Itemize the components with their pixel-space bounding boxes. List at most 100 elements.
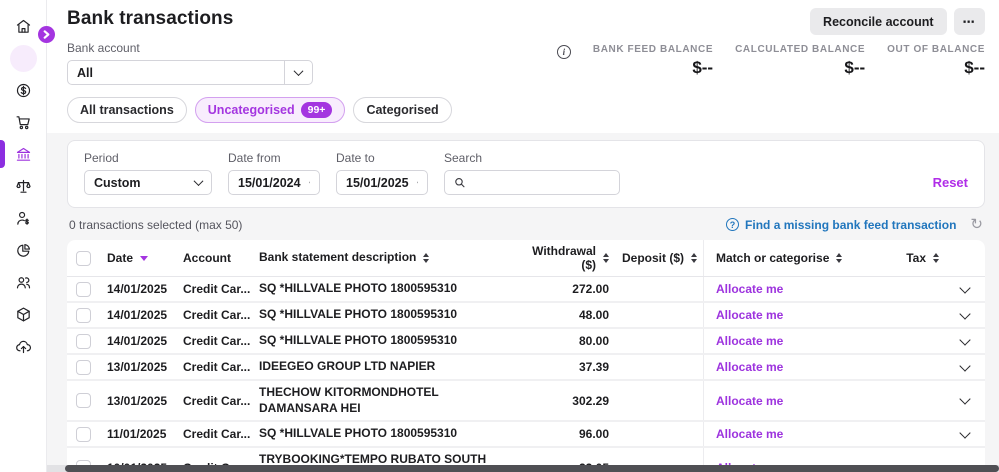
select-all-checkbox[interactable]: [76, 250, 91, 266]
bank-account-value: All: [77, 65, 93, 80]
row-checkbox[interactable]: [76, 393, 91, 409]
row-expand-chevron-icon[interactable]: [959, 359, 971, 372]
allocate-me-link[interactable]: Allocate me: [716, 282, 784, 296]
period-select[interactable]: Custom: [84, 170, 212, 195]
sort-desc-icon[interactable]: [140, 255, 149, 261]
tab-label: Categorised: [366, 103, 439, 117]
sidebar-item-pie-chart[interactable]: [0, 234, 47, 266]
row-tax: [883, 311, 945, 319]
sidebar-item-people[interactable]: [0, 266, 47, 298]
row-checkbox[interactable]: [76, 359, 91, 375]
reset-link[interactable]: Reset: [932, 175, 968, 190]
table-row: 13/01/2025 Credit Car... IDEEGEO GROUP LTD…: [67, 355, 985, 381]
row-checkbox[interactable]: [76, 426, 91, 442]
date-from-label: Date from: [228, 151, 281, 165]
sidebar-item-scales[interactable]: [0, 170, 47, 202]
plus-circle-halo: [9, 44, 37, 72]
bank-halo: [10, 141, 37, 168]
refresh-icon[interactable]: ↻: [970, 216, 983, 233]
sidebar-item-cube[interactable]: [0, 298, 47, 330]
person-dollar-halo: [10, 205, 37, 232]
person-dollar-icon: [16, 211, 29, 225]
allocate-me-link[interactable]: Allocate me: [716, 308, 784, 322]
col-header-desc[interactable]: Bank statement description: [253, 246, 511, 270]
cart-halo: [10, 109, 37, 136]
row-deposit: [615, 363, 703, 371]
reconcile-account-button[interactable]: Reconcile account: [810, 8, 947, 35]
row-checkbox[interactable]: [76, 281, 91, 297]
allocate-me-link[interactable]: Allocate me: [716, 360, 784, 374]
row-deposit: [615, 337, 703, 345]
balances-panel: i BANK FEED BALANCE $-- CALCULATED BALANCE…: [556, 41, 985, 78]
sort-icon[interactable]: [603, 253, 609, 263]
calendar-icon[interactable]: [416, 176, 418, 189]
tab-all-transactions[interactable]: All transactions: [67, 97, 187, 123]
sort-icon[interactable]: [691, 253, 697, 263]
sidebar-item-dollar-circle[interactable]: [0, 74, 47, 106]
sidebar-item-cart[interactable]: [0, 106, 47, 138]
bank-account-select[interactable]: All: [67, 60, 313, 85]
horizontal-scrollbar[interactable]: [47, 465, 999, 472]
row-account: Credit Car...: [183, 308, 251, 322]
sidebar-item-bank[interactable]: [0, 138, 47, 170]
row-checkbox[interactable]: [76, 307, 91, 323]
more-actions-button[interactable]: ⋯: [953, 8, 985, 35]
row-description: SQ *HILLVALE PHOTO 1800595310: [259, 307, 458, 322]
date-to-label: Date to: [336, 151, 375, 165]
row-expand-chevron-icon[interactable]: [959, 427, 971, 439]
row-expand-chevron-icon[interactable]: [959, 307, 971, 320]
sidebar-item-cloud-upload[interactable]: [0, 330, 47, 362]
date-from-input[interactable]: 15/01/2024: [228, 170, 320, 195]
col-header-label: Tax: [906, 251, 926, 265]
sidebar-expand-button[interactable]: [38, 26, 55, 43]
row-description: SQ *HILLVALE PHOTO 1800595310: [259, 426, 458, 441]
col-header-chevron: [945, 254, 985, 262]
date-from-value: 15/01/2024: [238, 175, 301, 190]
sort-icon[interactable]: [836, 253, 843, 263]
row-expand-chevron-icon[interactable]: [959, 393, 971, 405]
row-expand-chevron-icon[interactable]: [959, 333, 971, 346]
scrollbar-thumb[interactable]: [65, 465, 999, 472]
col-header-dep[interactable]: Deposit ($): [615, 247, 703, 269]
period-label: Period: [84, 151, 119, 165]
help-icon: ?: [726, 218, 740, 231]
table-row: 13/01/2025 Credit Car... THECHOW KITORMOND…: [67, 381, 985, 423]
row-description: THECHOW KITORMONDHOTEL DAMANSARA HEI: [259, 385, 439, 415]
calendar-icon[interactable]: [308, 176, 310, 189]
info-icon[interactable]: i: [556, 45, 571, 59]
col-header-match[interactable]: Match or categorise: [703, 240, 883, 276]
search-input[interactable]: [473, 175, 610, 190]
cart-icon: [16, 115, 30, 129]
tab-categorised[interactable]: Categorised: [353, 97, 452, 123]
row-withdrawal: 37.39: [578, 360, 609, 374]
page-title: Bank transactions: [67, 8, 234, 29]
chevron-down-icon[interactable]: [284, 61, 312, 84]
sidebar-item-home[interactable]: [0, 10, 47, 42]
allocate-me-link[interactable]: Allocate me: [716, 393, 784, 408]
row-expand-chevron-icon[interactable]: [959, 281, 971, 294]
sidebar-item-plus-circle[interactable]: [0, 42, 47, 74]
cube-halo: [10, 301, 37, 328]
row-description: SQ *HILLVALE PHOTO 1800595310: [259, 333, 458, 348]
cloud-upload-halo: [10, 333, 37, 360]
row-date: 14/01/2025: [107, 308, 168, 322]
find-missing-transaction-link[interactable]: ? Find a missing bank feed transaction: [726, 218, 956, 232]
allocate-me-link[interactable]: Allocate me: [716, 334, 784, 348]
sidebar-item-person-dollar[interactable]: [0, 202, 47, 234]
tab-uncategorised[interactable]: Uncategorised 99+: [194, 97, 346, 123]
date-to-input[interactable]: 15/01/2025: [336, 170, 428, 195]
row-description: SQ *HILLVALE PHOTO 1800595310: [259, 281, 458, 296]
people-halo: [10, 269, 37, 296]
col-header-wd[interactable]: Withdrawal ($): [511, 240, 615, 276]
row-checkbox[interactable]: [76, 333, 91, 349]
sort-icon[interactable]: [933, 253, 939, 263]
col-header-date[interactable]: Date: [101, 247, 177, 269]
row-account: Credit Car...: [183, 393, 251, 408]
search-box[interactable]: [444, 170, 620, 195]
allocate-me-link[interactable]: Allocate me: [716, 427, 784, 442]
col-header-tax[interactable]: Tax: [883, 247, 945, 269]
balance-label: OUT OF BALANCE: [887, 44, 985, 55]
sort-icon[interactable]: [423, 253, 430, 263]
scales-icon: [15, 179, 31, 193]
selection-count-text: 0 transactions selected (max 50): [69, 217, 243, 232]
